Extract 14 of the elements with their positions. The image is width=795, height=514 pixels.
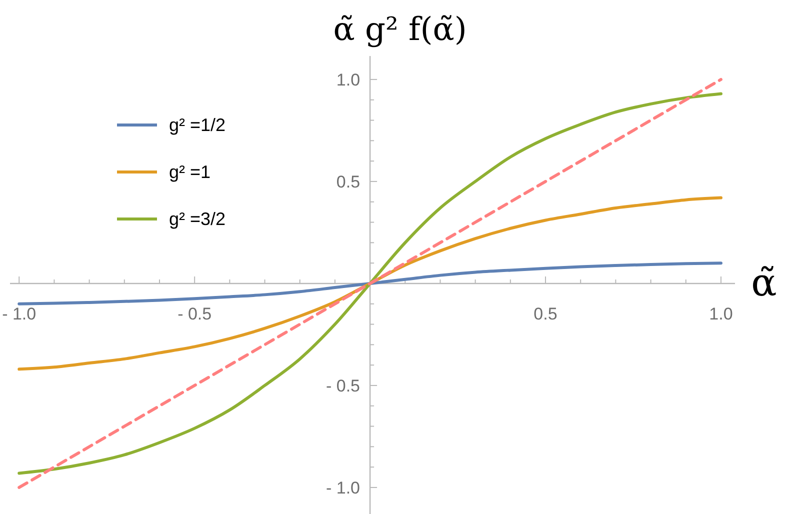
x-tick-label: - 0.5 xyxy=(178,304,212,324)
y-tick-label: 0.5 xyxy=(336,172,360,192)
y-axis-title: α̃ g² f(α̃) xyxy=(333,10,467,48)
x-axis-title: α̃ xyxy=(751,260,777,304)
legend-label: g² =3/2 xyxy=(169,209,226,229)
x-tick-label: 1.0 xyxy=(709,304,733,324)
line-series xyxy=(18,262,722,306)
legend-label: g² =1 xyxy=(169,162,211,182)
x-tick-label: 0.5 xyxy=(534,304,558,324)
legend-label: g² =1/2 xyxy=(169,115,226,135)
y-tick-label: 1.0 xyxy=(336,70,360,90)
y-tick-label: - 0.5 xyxy=(326,376,360,396)
y-tick-label: - 1.0 xyxy=(326,478,360,498)
x-tick-label: - 1.0 xyxy=(2,304,36,324)
